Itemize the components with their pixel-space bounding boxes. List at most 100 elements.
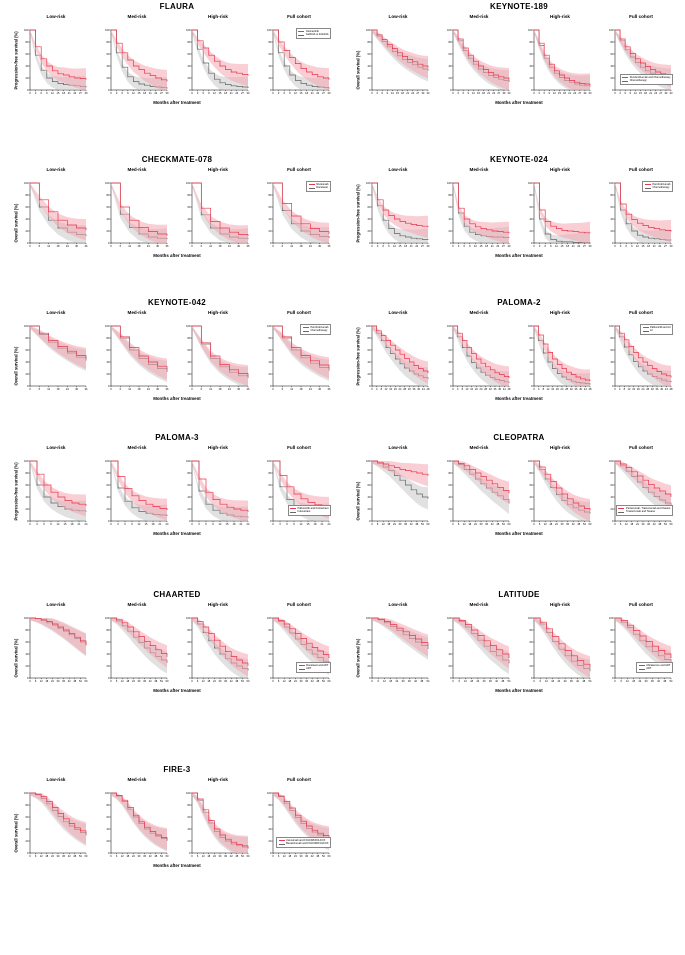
y-tick-label: 20 (26, 664, 29, 668)
confidence-band (111, 30, 167, 90)
x-tick-label: 0 (191, 522, 193, 526)
y-tick-label: 0 (189, 519, 191, 523)
survival-point (427, 497, 429, 499)
y-tick-label: 60 (449, 52, 452, 56)
survival-point (636, 222, 638, 224)
y-tick-label: 20 (269, 839, 272, 843)
y-tick-label: 0 (108, 241, 110, 245)
y-tick-label: 100 (447, 181, 452, 185)
survival-point (230, 71, 232, 73)
y-tick-label: 80 (368, 471, 371, 475)
x-tick-label: 12 (545, 679, 548, 683)
survival-point (410, 237, 412, 239)
y-tick-label: 60 (368, 52, 371, 56)
survival-point (64, 500, 66, 502)
x-tick-label: 3 (279, 522, 281, 526)
survival-point (40, 619, 42, 621)
y-tick-label: 0 (27, 676, 29, 680)
x-tick-label: 54 (427, 679, 430, 683)
x-tick-label: 27 (421, 244, 424, 248)
survival-point (561, 229, 563, 231)
panel-title: High-risk (208, 310, 228, 315)
x-tick-label: 24 (476, 679, 479, 683)
survival-point (508, 377, 510, 379)
y-tick-label: 100 (24, 28, 29, 32)
y-tick-label: 60 (188, 52, 191, 56)
y-axis-label: Overall survival (%) (13, 813, 19, 853)
y-tick-label: 100 (105, 324, 110, 328)
y-tick-label: 0 (108, 384, 110, 388)
x-tick-label: 48 (577, 522, 580, 526)
y-tick-label: 100 (609, 616, 614, 620)
x-tick-label: 54 (583, 522, 586, 526)
survival-point (272, 29, 274, 31)
survival-point (291, 223, 293, 225)
survival-point (623, 346, 625, 348)
y-tick-label: 40 (188, 827, 191, 831)
confidence-band (453, 618, 509, 669)
x-tick-label: 54 (421, 522, 424, 526)
x-tick-label: 30 (300, 679, 303, 683)
x-tick-label: 27 (160, 91, 163, 95)
confidence-band (372, 30, 428, 79)
x-tick-label: 12 (391, 91, 394, 95)
x-tick-label: 24 (85, 522, 88, 526)
y-tick-label: 40 (530, 495, 533, 499)
survival-point (202, 626, 204, 628)
survival-point (394, 349, 396, 351)
y-tick-label: 40 (188, 495, 191, 499)
survival-point (664, 653, 666, 655)
y-tick-label: 60 (611, 348, 614, 352)
survival-point (645, 66, 646, 68)
y-tick-label: 0 (531, 519, 533, 523)
x-tick-label: 3 (116, 91, 118, 95)
x-tick-label: 54 (670, 679, 673, 683)
x-tick-label: 30 (421, 91, 424, 95)
y-tick-label: 80 (26, 471, 29, 475)
legend-label: AI (650, 329, 653, 333)
survival-point (478, 65, 479, 67)
survival-point (116, 52, 118, 54)
y-tick-label: 0 (189, 676, 191, 680)
survival-point (219, 512, 221, 514)
survival-point (466, 355, 468, 357)
survival-point (208, 54, 210, 56)
survival-point (463, 225, 465, 227)
survival-point (639, 635, 641, 637)
x-tick-label: 18 (57, 387, 60, 391)
survival-point (212, 509, 214, 511)
survival-point (548, 63, 550, 65)
survival-point (589, 666, 591, 668)
survival-point (457, 332, 459, 334)
survival-point (117, 476, 119, 478)
panel-title: Med-risk (469, 14, 489, 19)
y-tick-label: 60 (611, 205, 614, 209)
x-tick-label: 0 (272, 244, 274, 248)
legend-entry: Pembrolizumab and Chemotherapy (622, 76, 671, 80)
survival-panel: Full cohort 0 20 40 60 80 100 0 3 6 9 12 15 18 21 24 27 3… (607, 14, 675, 102)
x-tick-label: 12 (382, 522, 385, 526)
x-tick-label: 60 (328, 854, 331, 858)
survival-point (407, 58, 409, 60)
survival-point (43, 484, 45, 486)
survival-point (29, 460, 31, 462)
survival-point (491, 483, 493, 485)
x-tick-label: 27 (322, 91, 325, 95)
panel-title: High-risk (550, 167, 570, 172)
y-tick-label: 100 (447, 28, 452, 32)
x-tick-label: 18 (138, 387, 141, 391)
x-tick-label: 0 (272, 679, 274, 683)
x-tick-label: 27 (664, 244, 667, 248)
legend-swatch (622, 80, 629, 82)
y-tick-label: 0 (27, 241, 29, 245)
panel-title: Low-risk (388, 445, 408, 450)
confidence-band (111, 618, 167, 668)
survival-point (580, 378, 582, 380)
x-axis-label: Months after treatment (153, 253, 201, 258)
survival-point (570, 374, 572, 376)
x-tick-label: 0 (614, 91, 616, 95)
x-tick-label: 36 (85, 387, 88, 391)
survival-point (670, 495, 672, 497)
